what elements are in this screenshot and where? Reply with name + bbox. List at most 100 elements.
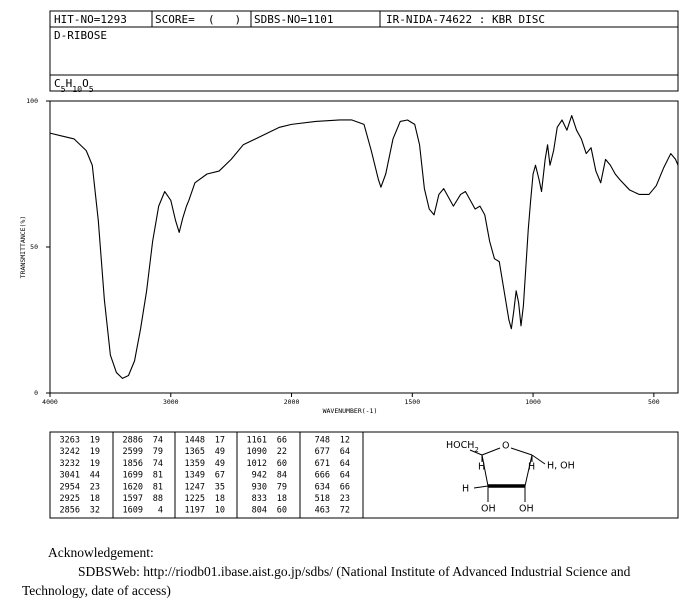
peak-transmittance: 66	[277, 436, 287, 446]
peak-wavenumber: 942	[252, 471, 267, 481]
bond	[481, 454, 489, 487]
peak-transmittance: 17	[215, 436, 225, 446]
peak-transmittance: 64	[340, 459, 350, 469]
spectrum-sheet: HIT-NO=1293 SCORE= ( ) SDBS-NO=1101 IR-N…	[19, 10, 679, 519]
peak-wavenumber: 1597	[123, 494, 143, 504]
x-tick-label: 1500	[404, 398, 420, 406]
peak-transmittance: 23	[340, 494, 350, 504]
peak-wavenumber: 3041	[60, 471, 80, 481]
peak-wavenumber: 1090	[247, 447, 267, 457]
peak-wavenumber: 2954	[60, 482, 80, 492]
ack-title: Acknowledgement:	[48, 545, 154, 560]
peak-wavenumber: 666	[315, 471, 330, 481]
atom-label: H	[528, 462, 535, 473]
x-tick-label: 500	[648, 398, 660, 406]
formula: C5H10O5	[54, 77, 94, 94]
peak-transmittance: 88	[153, 494, 163, 504]
peak-transmittance: 72	[340, 506, 350, 516]
peak-transmittance: 18	[277, 494, 287, 504]
spectrum-line	[49, 115, 679, 379]
peak-transmittance: 84	[277, 471, 287, 481]
peak-wavenumber: 671	[315, 459, 330, 469]
peak-transmittance: 60	[277, 506, 287, 516]
peak-transmittance: 18	[215, 494, 225, 504]
peak-transmittance: 79	[277, 482, 287, 492]
peak-wavenumber: 1247	[185, 482, 205, 492]
peak-transmittance: 23	[90, 482, 100, 492]
peak-transmittance: 74	[153, 436, 163, 446]
bond	[469, 449, 483, 456]
compound-name: D-RIBOSE	[54, 29, 107, 42]
peak-transmittance: 49	[215, 459, 225, 469]
peak-wavenumber: 1359	[185, 459, 205, 469]
x-tick-label: 2000	[284, 398, 300, 406]
peak-wavenumber: 2886	[123, 436, 143, 446]
peak-transmittance: 49	[215, 447, 225, 457]
peak-transmittance: 4	[158, 506, 163, 516]
atom-label: H, OH	[547, 461, 575, 472]
peak-wavenumber: 1699	[123, 471, 143, 481]
bond	[510, 447, 533, 456]
peak-transmittance: 64	[340, 447, 350, 457]
peak-wavenumber: 748	[315, 436, 330, 446]
peak-transmittance: 81	[153, 471, 163, 481]
atom-label: HOCH2	[446, 440, 479, 454]
peak-wavenumber: 804	[252, 506, 267, 516]
peak-wavenumber: 3263	[60, 436, 80, 446]
hit-no: HIT-NO=1293	[54, 13, 127, 26]
acknowledgement: Acknowledgement: SDBSWeb: http://riodb01…	[22, 543, 682, 600]
peak-wavenumber: 1620	[123, 482, 143, 492]
x-axis-label: WAVENUMBER(-1)	[323, 407, 378, 415]
peak-transmittance: 74	[153, 459, 163, 469]
peak-wavenumber: 634	[315, 482, 330, 492]
plot: 4000 3000 2000 1500 1000 500 0 50 100 WAVENUMBER(…	[19, 97, 679, 415]
header-box	[49, 10, 679, 92]
bond	[524, 454, 533, 487]
peak-wavenumber: 1609	[123, 506, 143, 516]
peak-wavenumber: 1365	[185, 447, 205, 457]
peak-transmittance: 81	[153, 482, 163, 492]
bond	[481, 447, 501, 456]
x-tick-label: 1000	[525, 398, 541, 406]
peak-transmittance: 64	[340, 471, 350, 481]
peak-wavenumber: 833	[252, 494, 267, 504]
x-tick-label: 3000	[163, 398, 179, 406]
peak-table: 3263 19 3242 19 3232 19 3041 44 2954 23 2925 18 2856…	[60, 432, 364, 518]
ack-text: SDBSWeb: http://riodb01.ibase.aist.go.jp…	[22, 564, 631, 598]
peak-wavenumber: 518	[315, 494, 330, 504]
atom-label: OH	[519, 504, 534, 515]
peak-wavenumber: 2599	[123, 447, 143, 457]
peak-transmittance: 35	[215, 482, 225, 492]
peak-transmittance: 32	[90, 506, 100, 516]
peak-wavenumber: 2856	[60, 506, 80, 516]
peak-transmittance: 22	[277, 447, 287, 457]
peak-transmittance: 44	[90, 471, 100, 481]
bond	[473, 485, 489, 489]
peak-wavenumber: 1856	[123, 459, 143, 469]
atom-label: H	[462, 484, 469, 495]
x-tick-label: 4000	[42, 398, 58, 406]
peak-box	[49, 431, 679, 519]
peak-transmittance: 60	[277, 459, 287, 469]
atom-label: H	[478, 462, 485, 473]
atom-label: OH	[481, 504, 496, 515]
peak-wavenumber: 2925	[60, 494, 80, 504]
peak-wavenumber: 1197	[185, 506, 205, 516]
peak-wavenumber: 463	[315, 506, 330, 516]
y-tick-label: 0	[34, 389, 38, 397]
peak-transmittance: 19	[90, 436, 100, 446]
peak-transmittance: 18	[90, 494, 100, 504]
peak-transmittance: 67	[215, 471, 225, 481]
peak-wavenumber: 1448	[185, 436, 205, 446]
bond	[531, 454, 546, 465]
peak-transmittance: 19	[90, 459, 100, 469]
y-tick-label: 100	[26, 97, 38, 105]
method: IR-NIDA-74622 : KBR DISC	[386, 13, 545, 26]
peak-wavenumber: 1161	[247, 436, 267, 446]
peak-wavenumber: 1225	[185, 494, 205, 504]
peak-transmittance: 12	[340, 436, 350, 446]
sdbs-no: SDBS-NO=1101	[254, 13, 333, 26]
peak-wavenumber: 3232	[60, 459, 80, 469]
y-axis-label: TRANSMITTANCE(%)	[19, 216, 27, 279]
